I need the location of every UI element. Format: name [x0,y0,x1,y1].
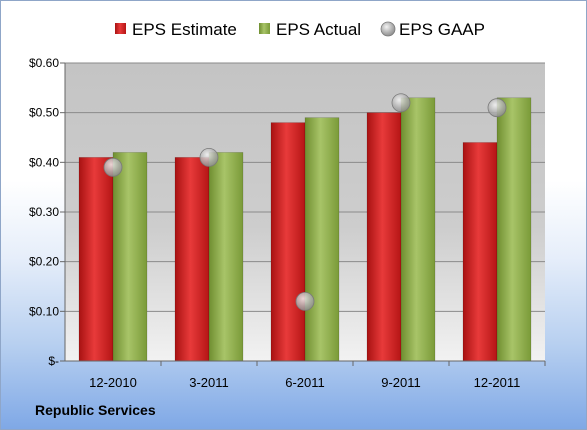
y-tick-label: $0.10 [29,304,59,318]
bar-eps-actual [304,117,340,362]
x-axis: 12-2010 3-2011 6-2011 9-2011 12-2011 [65,360,546,390]
company-label: Republic Services [35,402,156,418]
x-tick-label: 12-2011 [474,375,521,390]
marker-eps-gaap [199,147,219,167]
marker-eps-gaap [295,291,315,311]
legend-swatch-eps-gaap [380,21,396,37]
y-tick-label: $- [48,354,59,368]
bar-eps-estimate [462,142,498,362]
legend-label: EPS GAAP [399,20,485,39]
marker-eps-gaap [103,157,123,177]
x-tick-label: 12-2010 [89,375,137,390]
bar-eps-estimate [270,122,306,362]
x-tick-label: 9-2011 [381,375,421,390]
bar-eps-estimate [174,157,210,362]
legend-label: EPS Estimate [132,20,237,39]
bars [78,97,532,362]
x-tick-label: 3-2011 [189,375,229,390]
gaap-markers [103,93,507,311]
legend: EPS Estimate EPS Actual EPS GAAP [115,20,485,39]
marker-eps-gaap [391,93,411,113]
bar-eps-estimate [366,112,402,362]
bar-eps-actual [112,152,148,362]
y-axis: $- $0.10 $0.20 $0.30 $0.40 $0.50 $0.60 [29,56,66,368]
y-tick-label: $0.30 [29,205,59,219]
bar-eps-actual [208,152,244,362]
legend-label: EPS Actual [276,20,361,39]
y-tick-label: $0.40 [29,155,59,169]
x-tick-label: 6-2011 [285,375,325,390]
bar-eps-actual [496,97,532,362]
legend-swatch-eps-actual [259,23,270,34]
y-tick-label: $0.50 [29,106,59,120]
marker-eps-gaap [487,98,507,118]
y-tick-label: $0.60 [29,56,59,70]
bar-eps-actual [400,97,436,362]
bar-eps-estimate [78,157,114,362]
y-tick-label: $0.20 [29,255,59,269]
legend-swatch-eps-estimate [115,23,126,34]
